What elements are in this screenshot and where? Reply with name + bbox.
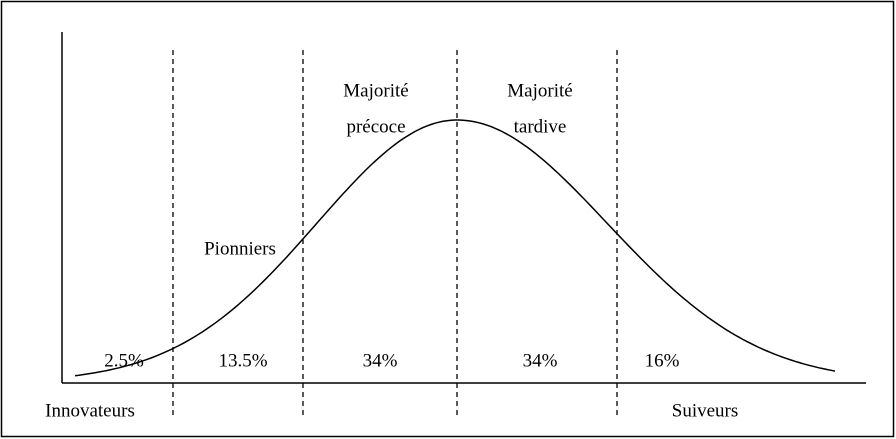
segment-label: Pionniers	[204, 238, 276, 259]
segment-label: Suiveurs	[672, 400, 739, 421]
segment-label: Majorité	[343, 80, 408, 101]
segment-share: 16%	[645, 350, 680, 371]
segment-label: précoce	[346, 116, 405, 137]
segment-label: tardive	[514, 116, 567, 137]
segment-share: 13.5%	[218, 350, 267, 371]
bell-curve	[74, 119, 836, 377]
segment-share: 2.5%	[104, 350, 144, 371]
segment-share: 34%	[523, 350, 558, 371]
segment-label: Majorité	[507, 80, 572, 101]
segment-label: Innovateurs	[45, 400, 135, 421]
segment-share: 34%	[363, 350, 398, 371]
